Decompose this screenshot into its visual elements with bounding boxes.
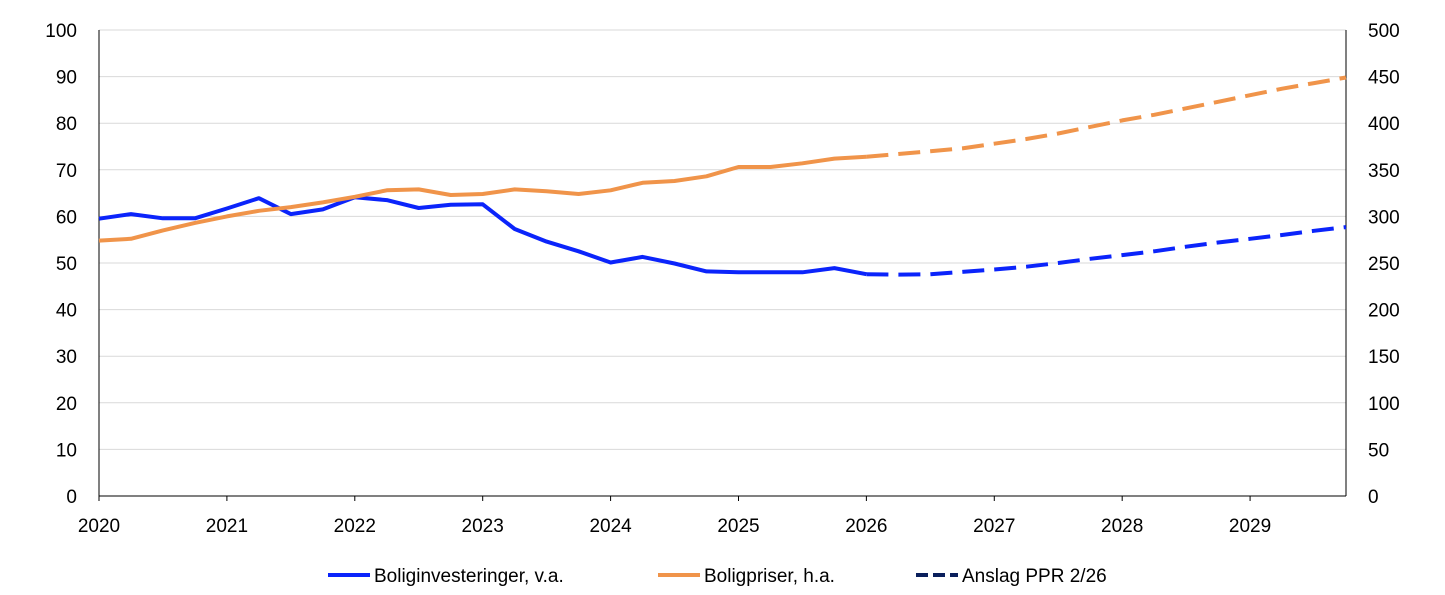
- x-tick-label: 2023: [462, 516, 504, 537]
- x-tick-label: 2020: [78, 516, 120, 537]
- y-left-tick-label: 60: [56, 207, 77, 228]
- series-lines: [98, 75, 1347, 277]
- series-boligpriser-forecast-line: [866, 75, 1347, 159]
- y-left-tick-label: 50: [56, 254, 77, 275]
- y-left-tick-label: 90: [56, 68, 77, 89]
- y-left-tick-label: 0: [66, 487, 77, 508]
- x-tick-label: 2029: [1229, 516, 1271, 537]
- y-right-tick-label: 400: [1368, 114, 1400, 135]
- x-tick-label: 2028: [1101, 516, 1143, 537]
- y-right-tick-label: 150: [1368, 347, 1400, 368]
- x-tick-label: 2024: [589, 516, 632, 537]
- y-right-tick-label: 0: [1368, 487, 1379, 508]
- y-right-tick-label: 450: [1368, 68, 1400, 89]
- y-left-tick-label: 30: [56, 347, 77, 368]
- series-boliginvesteringer-forecast-line: [866, 225, 1347, 277]
- x-tick-label: 2022: [334, 516, 376, 537]
- legend-label: Boliginvesteringer, v.a.: [374, 566, 564, 587]
- y-right-tick-label: 500: [1368, 21, 1400, 42]
- y-left-tick-label: 70: [56, 161, 77, 182]
- legend-label: Anslag PPR 2/26: [962, 566, 1107, 587]
- y-right-tick-label: 250: [1368, 254, 1400, 275]
- x-tick-label: 2021: [206, 516, 248, 537]
- x-tick-label: 2027: [973, 516, 1015, 537]
- series-boligpriser-line: [98, 154, 867, 243]
- y-right-tick-label: 350: [1368, 161, 1400, 182]
- y-right-tick-label: 100: [1368, 394, 1400, 415]
- series-boliginvesteringer-line: [98, 195, 867, 277]
- legend-label: Boligpriser, h.a.: [704, 566, 835, 587]
- y-left-tick-label: 100: [45, 21, 77, 42]
- y-left-tick-label: 80: [56, 114, 77, 135]
- y-right-tick-label: 300: [1368, 207, 1400, 228]
- tick-labels: 0 0 10 50 20 100 30 150 40 200 50 250 60 300 70 350 80 40…: [45, 21, 1399, 537]
- legend: Boliginvesteringer, v.a. Boligpriser, h.a…: [328, 566, 1107, 587]
- y-right-tick-label: 200: [1368, 301, 1400, 322]
- y-right-tick-label: 50: [1368, 440, 1389, 461]
- x-tick-label: 2026: [845, 516, 887, 537]
- x-tick-label: 2025: [717, 516, 759, 537]
- gridlines: [99, 29, 1346, 450]
- y-left-tick-label: 20: [56, 394, 77, 415]
- y-left-tick-label: 40: [56, 301, 77, 322]
- y-left-tick-label: 10: [56, 440, 77, 461]
- axes: [98, 30, 1347, 501]
